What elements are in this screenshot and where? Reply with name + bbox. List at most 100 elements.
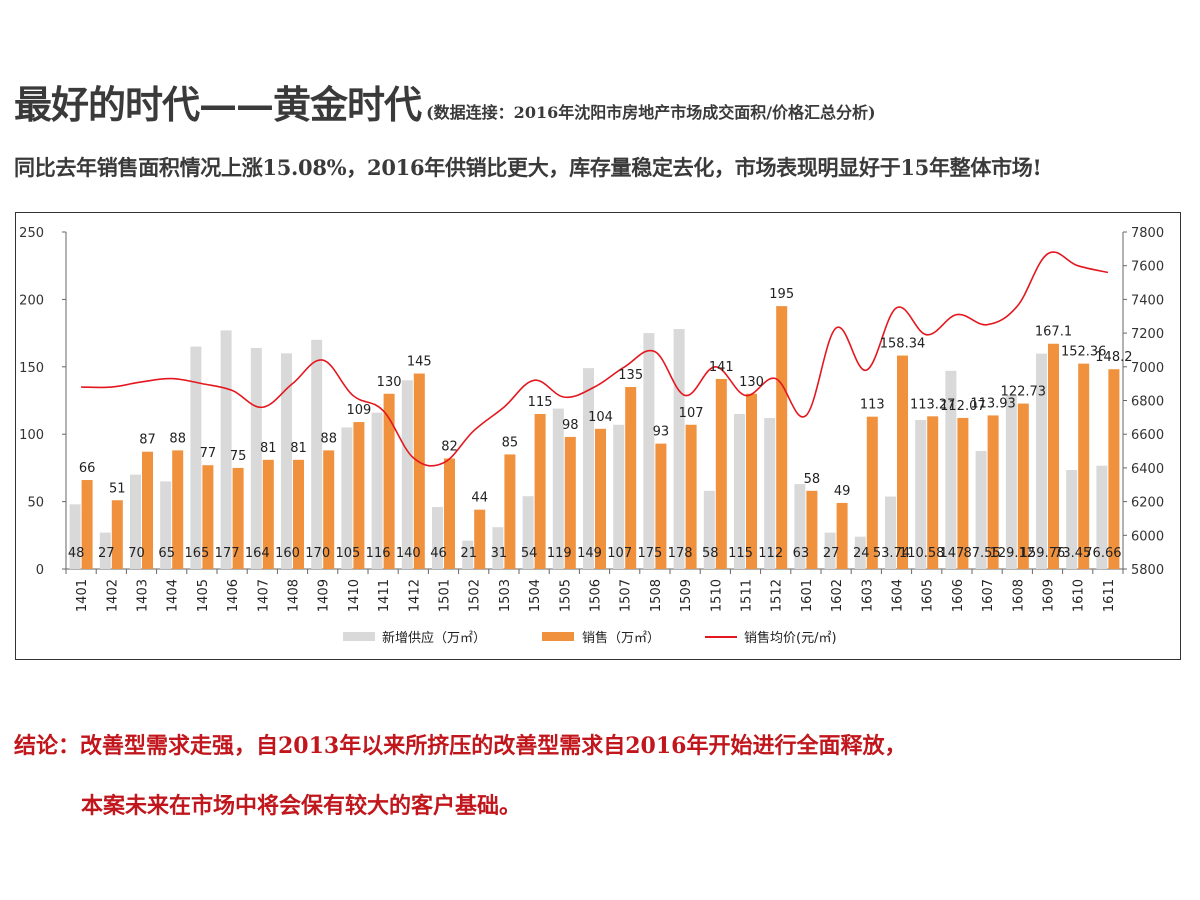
chart-panel: 0 50 100 150 200 250 5800 6000 6200 6400 6600 6800 7… [15, 212, 1181, 660]
x-axis-category-label: 1502 [468, 579, 483, 612]
supply-data-label: 58 [702, 546, 719, 561]
supply-data-label: 159.76 [1020, 546, 1066, 561]
supply-data-label: 54 [521, 546, 538, 561]
sales-bar [806, 490, 818, 569]
x-axis-category-label: 1509 [679, 579, 694, 612]
page-title-source: (数据连接：2016年沈阳市房地产市场成交面积/价格汇总分析) [426, 103, 876, 122]
left-axis-tick-label: 200 [19, 293, 44, 308]
supply-bar [824, 532, 836, 569]
x-axis-category-label: 1405 [196, 579, 211, 612]
sales-bar [232, 467, 244, 569]
supply-bar [854, 536, 866, 569]
supply-data-label: 147 [939, 546, 964, 561]
supply-bar [764, 418, 776, 569]
right-axis-tick-label: 6200 [1131, 496, 1164, 511]
supply-bar [975, 450, 987, 569]
right-axis-tick-label: 7000 [1131, 361, 1164, 376]
supply-bar [401, 380, 413, 569]
sales-data-label: 130 [377, 375, 402, 390]
x-axis-category-label: 1604 [891, 579, 906, 612]
supply-data-label: 27 [823, 546, 840, 561]
x-axis-category-label: 1402 [105, 579, 120, 612]
supply-bar [945, 370, 957, 569]
supply-bar [1096, 465, 1108, 569]
sales-data-label: 145 [407, 355, 432, 370]
right-axis-tick-label: 6400 [1131, 462, 1164, 477]
supply-data-label: 110.58 [899, 546, 945, 561]
supply-data-label: 27 [98, 546, 115, 561]
supply-data-label: 129.12 [990, 546, 1036, 561]
sales-data-label: 44 [471, 491, 488, 506]
sales-data-label: 58 [804, 472, 821, 487]
sales-data-label: 88 [169, 431, 186, 446]
sales-data-label: 104 [588, 410, 613, 425]
sales-bar [323, 450, 335, 569]
x-axis-category-label: 1601 [800, 579, 815, 612]
supply-data-label: 21 [460, 546, 477, 561]
sales-data-label: 49 [834, 484, 851, 499]
supply-bar [130, 474, 141, 569]
x-axis-category-label: 1603 [860, 579, 875, 612]
supply-data-label: 170 [305, 546, 330, 561]
supply-bar [69, 504, 81, 569]
x-axis-category-label: 1606 [951, 579, 966, 612]
sales-data-label: 93 [653, 425, 670, 440]
supply-bar [432, 506, 443, 569]
sales-bar [474, 509, 486, 569]
x-axis-category-label: 1401 [75, 579, 90, 612]
sales-data-label: 107 [679, 406, 704, 421]
x-axis-category-label: 1410 [347, 579, 362, 612]
x-axis-category-label: 1512 [770, 579, 785, 612]
combo-chart: 0 50 100 150 200 250 5800 6000 6200 6400 6600 6800 7… [19, 226, 1164, 646]
supply-bar [552, 408, 564, 569]
right-axis-tick-label: 6000 [1131, 529, 1164, 544]
sales-data-label: 66 [79, 461, 96, 476]
x-axis-category-label: 1403 [136, 579, 151, 612]
supply-data-label: 24 [853, 546, 870, 561]
supply-bar [1036, 353, 1047, 569]
conclusion-line-2: 本案未来在市场中将会保有较大的客户基础。 [81, 793, 522, 819]
supply-bar [311, 339, 323, 569]
supply-bar [613, 424, 625, 569]
sales-bar [262, 459, 274, 569]
x-axis-category-label: 1501 [438, 579, 453, 612]
sales-bar [1017, 403, 1029, 569]
sales-data-label: 81 [260, 441, 277, 456]
x-axis-category-label: 1605 [921, 579, 936, 612]
sales-data-label: 115 [528, 395, 553, 410]
supply-bar [492, 527, 504, 569]
sales-data-label: 85 [502, 435, 519, 450]
x-axis-category-label: 1409 [317, 579, 332, 612]
x-axis-category-label: 1504 [528, 579, 543, 612]
legend-price-label: 销售均价(元/㎡) [744, 630, 837, 646]
sales-data-label: 77 [200, 446, 217, 461]
x-axis-category-label: 1505 [558, 579, 573, 612]
supply-data-label: 105 [335, 546, 360, 561]
sales-data-label: 112.07 [940, 399, 986, 414]
sales-bar [1048, 343, 1059, 569]
supply-data-label: 164 [245, 546, 270, 561]
supply-data-label: 107 [607, 546, 632, 561]
supply-bar [703, 490, 715, 569]
supply-bar [462, 540, 474, 569]
supply-data-label: 178 [668, 546, 693, 561]
supply-bar [734, 413, 745, 569]
supply-data-label: 70 [128, 546, 145, 561]
legend-supply-swatch [343, 632, 375, 641]
supply-bar [583, 368, 594, 569]
supply-bar [1066, 469, 1078, 569]
supply-data-label: 63 [793, 546, 810, 561]
sales-data-label: 130 [739, 375, 764, 390]
left-axis-tick-label: 0 [36, 563, 44, 578]
conclusion-line-1: 结论：改善型需求走强，自2013年以来所挤压的改善型需求自2016年开始进行全面… [14, 733, 907, 759]
right-axis-tick-label: 7200 [1131, 327, 1164, 342]
sales-bar [746, 393, 757, 569]
sales-data-label: 152.36 [1061, 345, 1107, 360]
sales-data-label: 81 [290, 441, 307, 456]
sales-bar [957, 417, 969, 569]
sales-bar [715, 378, 727, 569]
supply-data-label: 177 [215, 546, 240, 561]
left-axis-tick-label: 150 [19, 361, 44, 376]
supply-data-label: 116 [366, 546, 391, 561]
supply-data-label: 76.66 [1084, 546, 1121, 561]
